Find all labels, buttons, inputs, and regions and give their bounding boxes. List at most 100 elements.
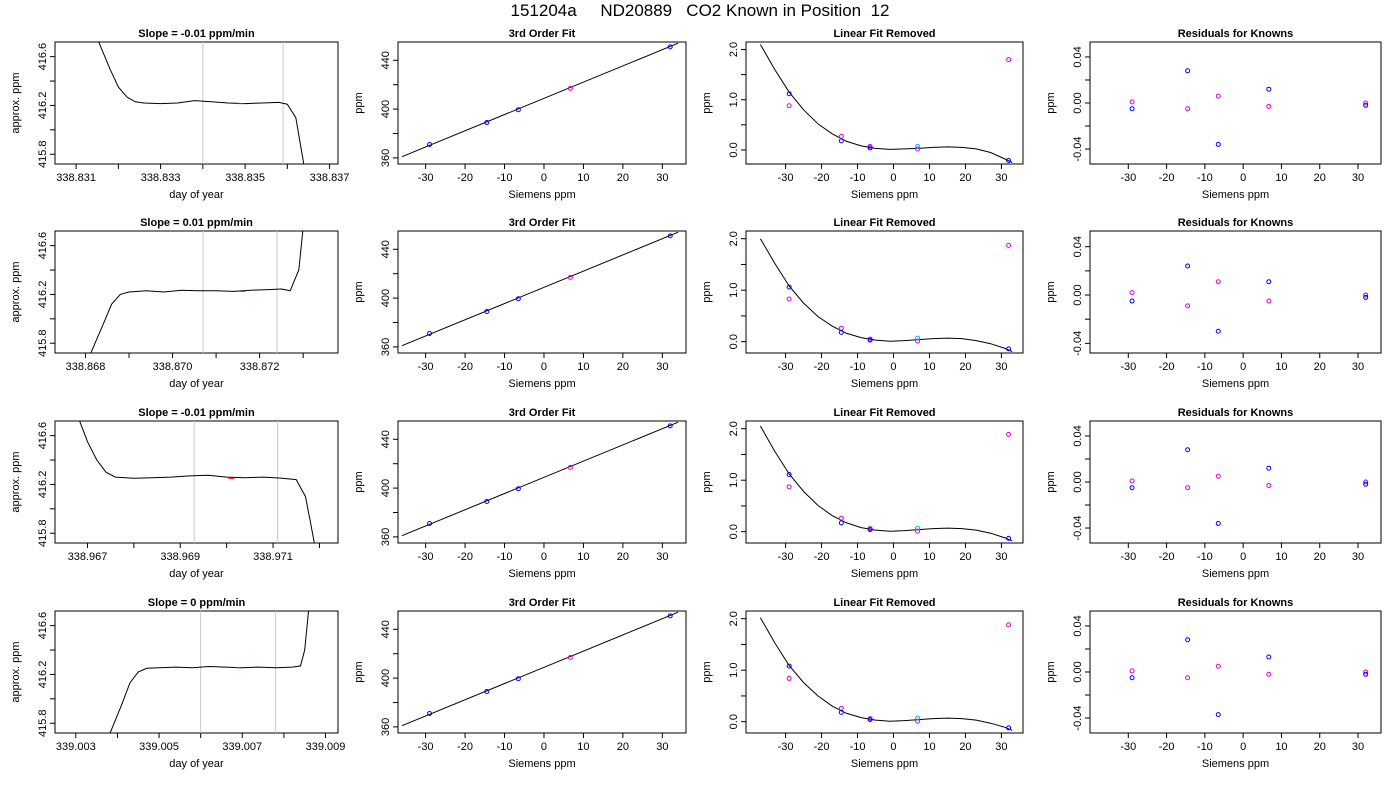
x-tick-label: 338.971 — [253, 551, 293, 563]
data-point — [867, 337, 873, 343]
y-axis-label: approx. ppm — [10, 261, 22, 322]
y-tick-label: 416.2 — [37, 281, 49, 309]
y-tick-label: 416.2 — [37, 92, 49, 120]
data-point — [667, 423, 673, 429]
data-point — [1363, 102, 1369, 108]
x-tick-label: 0 — [1240, 551, 1246, 563]
data-point — [1185, 263, 1191, 269]
plot-area — [759, 238, 1013, 352]
plot-frame — [1089, 230, 1382, 354]
y-tick-label: 2.0 — [728, 231, 740, 246]
x-tick-label: -10 — [1197, 172, 1213, 184]
data-point — [1006, 242, 1012, 248]
y-tick-label: 440 — [380, 240, 392, 258]
y-tick-label: 0.04 — [1072, 615, 1084, 636]
data-point — [915, 146, 921, 152]
data-point — [786, 284, 792, 290]
x-tick-label: -10 — [1197, 551, 1213, 563]
y-tick-label: 415.8 — [37, 519, 49, 547]
data-point — [484, 120, 490, 126]
page-title: 151204a ND20889 CO2 Known in Position 12 — [510, 1, 890, 20]
data-point — [427, 141, 433, 147]
fit-curve — [759, 425, 1013, 542]
plot-area — [1129, 263, 1369, 334]
x-tick-label: 20 — [959, 551, 971, 563]
x-tick-label: -10 — [1197, 741, 1213, 753]
data-point — [1129, 668, 1135, 674]
data-point — [838, 705, 844, 711]
y-tick-label: 0.00 — [1072, 471, 1084, 492]
x-tick-label: 0 — [890, 551, 896, 563]
data-point — [1266, 654, 1272, 660]
plot-area — [401, 42, 679, 158]
x-tick-label: 338.967 — [68, 551, 108, 563]
x-tick-label: 339.003 — [56, 741, 96, 753]
plot-area — [401, 231, 679, 347]
data-point — [1215, 141, 1221, 147]
data-point — [1006, 57, 1012, 63]
x-tick-label: -20 — [1159, 551, 1175, 563]
data-point — [484, 309, 490, 315]
x-tick-label: 10 — [577, 172, 589, 184]
x-tick-label: 10 — [923, 361, 935, 373]
x-tick-label: 339.009 — [306, 741, 346, 753]
fit-line — [401, 42, 679, 158]
data-point — [838, 709, 844, 715]
x-tick-label: 0 — [890, 741, 896, 753]
x-axis-label: day of year — [169, 189, 224, 201]
data-point — [667, 44, 673, 50]
data-point — [786, 484, 792, 490]
y-tick-label: 416.2 — [37, 471, 49, 499]
data-point — [1266, 298, 1272, 304]
x-tick-label: -30 — [418, 551, 434, 563]
data-point — [838, 520, 844, 526]
x-tick-label: 0 — [890, 172, 896, 184]
x-axis-label: Siemens ppm — [1202, 378, 1269, 390]
data-point — [1129, 106, 1135, 112]
data-point — [786, 103, 792, 109]
panel-title: 3rd Order Fit — [509, 28, 576, 40]
data-point — [1185, 447, 1191, 453]
data-point — [1215, 93, 1221, 99]
plot-area — [759, 617, 1013, 731]
data-point — [515, 296, 521, 302]
data-point — [915, 718, 921, 724]
data-point — [1363, 100, 1369, 106]
y-axis-label: ppm — [701, 471, 713, 492]
plot-area — [1129, 637, 1369, 718]
x-tick-label: -20 — [1159, 741, 1175, 753]
data-point — [1215, 520, 1221, 526]
data-point — [1266, 465, 1272, 471]
x-tick-label: 20 — [959, 172, 971, 184]
panel-title: Linear Fit Removed — [833, 597, 935, 609]
x-tick-label: 20 — [617, 551, 629, 563]
x-tick-label: -20 — [814, 551, 830, 563]
x-tick-label: -10 — [850, 172, 866, 184]
x-tick-label: -20 — [814, 361, 830, 373]
x-tick-label: 338.872 — [240, 361, 280, 373]
x-tick-label: -30 — [778, 172, 794, 184]
panel-title: Linear Fit Removed — [833, 217, 935, 229]
x-tick-label: 338.870 — [153, 361, 193, 373]
y-axis-label: approx. ppm — [10, 451, 22, 512]
data-trace — [98, 42, 305, 164]
plot-frame — [745, 41, 1024, 165]
data-point — [667, 233, 673, 239]
y-tick-label: 400 — [380, 669, 392, 687]
data-point — [1215, 473, 1221, 479]
panel-r3c2: Linear Fit Removed -30 -20 -10 0 10 20 30 0.0 1.0… — [701, 597, 1024, 770]
data-point — [1363, 669, 1369, 675]
y-tick-label: 440 — [380, 51, 392, 69]
panel-r0c3: Residuals for Knowns -30 -20 -10 0 10 20 30 -0.0… — [1045, 28, 1382, 201]
x-tick-label: 20 — [1314, 741, 1326, 753]
y-tick-label: 1.0 — [728, 92, 740, 107]
x-tick-label: 10 — [923, 551, 935, 563]
data-point — [1363, 479, 1369, 485]
panel-title: Residuals for Knowns — [1178, 28, 1294, 40]
y-tick-label: 0.04 — [1072, 236, 1084, 257]
data-point — [1363, 292, 1369, 298]
x-tick-label: 30 — [656, 172, 668, 184]
panel-r0c1: 3rd Order Fit -30 -20 -10 0 10 20 30 360 400 440 Si… — [353, 28, 687, 201]
panel-r0c2: Linear Fit Removed -30 -20 -10 0 10 20 30 0.0 1.0… — [701, 28, 1024, 201]
data-point — [427, 710, 433, 716]
